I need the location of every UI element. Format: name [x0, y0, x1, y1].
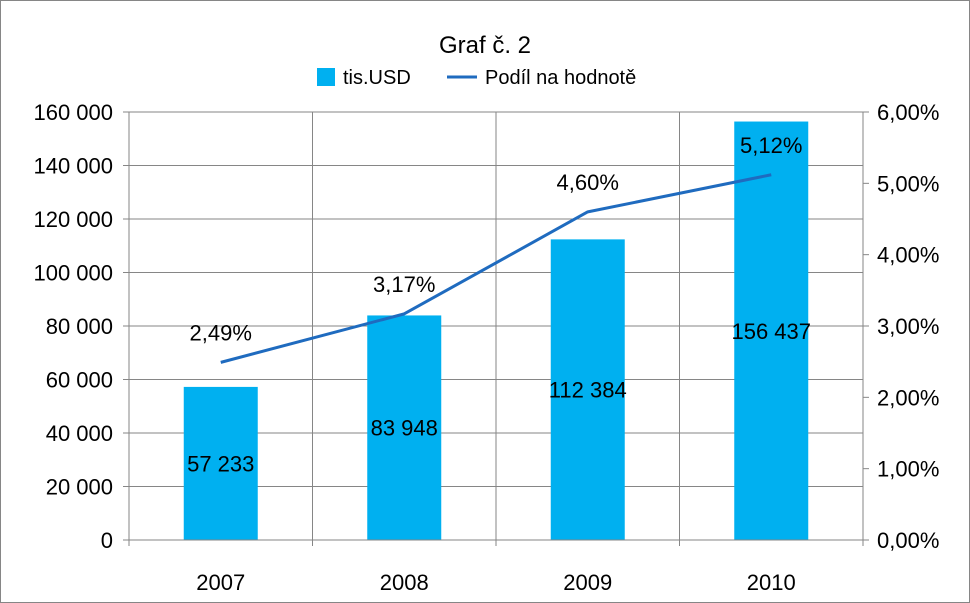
x-tick-label: 2010	[747, 570, 796, 595]
line-data-label: 4,60%	[557, 170, 619, 195]
bar-data-label: 83 948	[371, 416, 438, 441]
line-data-label: 2,49%	[190, 320, 252, 345]
bar-2007	[183, 386, 258, 540]
left-tick-label: 120 000	[33, 207, 113, 232]
bar-2010	[734, 121, 809, 540]
x-tick-label: 2009	[563, 570, 612, 595]
left-tick-label: 60 000	[46, 368, 113, 393]
share-line	[220, 173, 772, 364]
bar-data-label: 156 437	[731, 319, 811, 344]
x-tick-label: 2007	[196, 570, 245, 595]
line-data-label: 3,17%	[373, 272, 435, 297]
right-tick-label: 5,00%	[877, 171, 939, 196]
legend-bar-swatch	[317, 68, 335, 86]
left-tick-label: 160 000	[33, 100, 113, 125]
left-tick-label: 0	[101, 528, 113, 553]
left-tick-label: 40 000	[46, 421, 113, 446]
legend-bar-label: tis.USD	[343, 67, 411, 89]
chart-title: Graf č. 2	[439, 32, 531, 59]
line-data-label: 5,12%	[740, 133, 802, 158]
data-labels: 57 233 83 948 112 384 156 437 2,49% 3,17% 4,60…	[187, 133, 811, 477]
x-tick-label: 2008	[380, 570, 429, 595]
line-series	[220, 173, 772, 364]
bar-data-label: 57 233	[187, 451, 254, 476]
bar-data-label: 112 384	[549, 378, 627, 403]
right-tick-label: 6,00%	[877, 100, 939, 125]
bar-2008	[367, 315, 442, 540]
right-tick-label: 0,00%	[877, 528, 939, 553]
bar-series	[183, 121, 809, 540]
right-tick-label: 3,00%	[877, 314, 939, 339]
right-tick-label: 2,00%	[877, 385, 939, 410]
legend: tis.USD Podíl na hodnotě	[317, 67, 636, 89]
left-tick-label: 80 000	[46, 314, 113, 339]
axes: 0 20 000 40 000 60 000 80 000 100 000 120 000 1…	[33, 100, 939, 595]
legend-line-label: Podíl na hodnotě	[485, 67, 636, 89]
left-tick-label: 140 000	[33, 154, 113, 179]
left-tick-label: 100 000	[33, 261, 113, 286]
right-tick-label: 4,00%	[877, 243, 939, 268]
right-tick-label: 1,00%	[877, 457, 939, 482]
bar-2009	[550, 239, 625, 540]
left-tick-label: 20 000	[46, 475, 113, 500]
